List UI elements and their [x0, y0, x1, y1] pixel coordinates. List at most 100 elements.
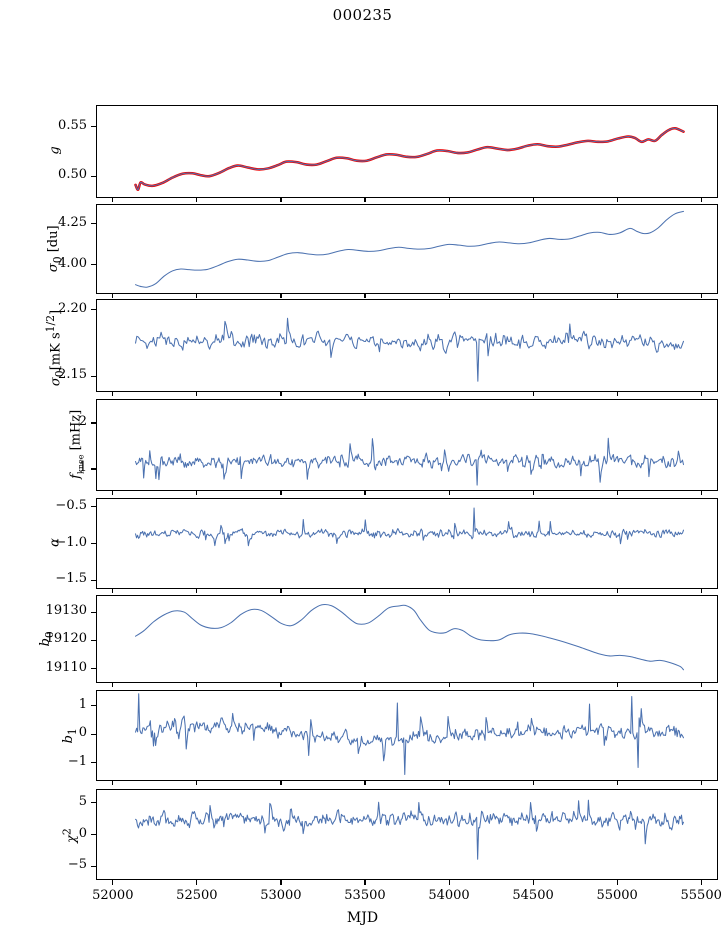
y-axis-label: σ0[mK s1/2] [15, 309, 95, 385]
y-tick-mark [91, 733, 96, 735]
y-tick-mark [91, 834, 96, 836]
x-tick-mark [196, 198, 198, 202]
plot-panel-sigma0_du [96, 204, 718, 294]
y-axis-label-text: α [47, 537, 63, 547]
y-tick-mark [91, 309, 96, 311]
y-axis-label: χ2 [30, 826, 110, 845]
x-tick-mark [616, 392, 618, 396]
x-tick-mark [700, 294, 702, 298]
y-tick-mark [91, 579, 96, 581]
y-axis-label-text: σ0 [du] [45, 225, 64, 273]
x-tick-mark [196, 880, 198, 885]
y-tick-label: 19130 [45, 603, 87, 619]
x-tick-mark [448, 781, 450, 785]
y-axis-label: b1 [30, 727, 110, 745]
y-tick-mark [91, 175, 96, 177]
y-axis-label-text: g [47, 145, 63, 155]
y-tick-label: 0 [78, 825, 87, 841]
y-axis-label: b0 [7, 630, 87, 648]
x-tick-label: 54000 [428, 888, 470, 903]
x-tick-mark [112, 198, 114, 202]
x-tick-mark [112, 294, 114, 298]
y-tick-mark [91, 422, 96, 424]
y-tick-label: 0.55 [58, 117, 87, 133]
y-axis-label-text: fknee [mHz] [69, 409, 86, 479]
y-tick-mark [91, 223, 96, 225]
y-tick-mark [91, 126, 96, 128]
y-tick-label: −5 [67, 857, 87, 873]
series-chi2 [135, 799, 685, 860]
x-tick-label: 52500 [176, 888, 218, 903]
y-tick-mark [91, 705, 96, 707]
y-tick-label: 19110 [45, 659, 87, 675]
y-axis-label: fknee [mHz] [37, 410, 117, 479]
series-f_knee [135, 437, 685, 486]
x-tick-label: 53000 [260, 888, 302, 903]
y-tick-label: −1 [67, 753, 87, 769]
x-tick-mark [112, 880, 114, 885]
y-tick-mark [91, 375, 96, 377]
y-tick-mark [91, 802, 96, 804]
x-tick-mark [532, 589, 534, 593]
x-tick-mark [532, 683, 534, 687]
x-tick-mark [280, 781, 282, 785]
y-tick-mark [91, 543, 96, 545]
x-tick-mark [448, 491, 450, 495]
y-tick-mark [91, 264, 96, 266]
x-tick-mark [280, 589, 282, 593]
series-sigma0_mKs [135, 317, 685, 382]
x-tick-mark [616, 294, 618, 298]
y-axis-label-text: χ2 [60, 827, 80, 843]
x-tick-mark [448, 294, 450, 298]
y-tick-mark [91, 506, 96, 508]
x-tick-label: 55500 [680, 888, 722, 903]
y-tick-mark [91, 639, 96, 641]
y-tick-label: 4.25 [58, 214, 87, 230]
x-tick-mark [616, 781, 618, 785]
y-tick-label: 2.20 [58, 300, 87, 316]
x-tick-mark [700, 683, 702, 687]
x-tick-mark [280, 198, 282, 202]
y-tick-label: 5 [78, 793, 87, 809]
x-tick-mark [364, 294, 366, 298]
x-tick-label: 54500 [512, 888, 554, 903]
x-tick-mark [196, 589, 198, 593]
x-tick-mark [532, 491, 534, 495]
x-tick-mark [700, 198, 702, 202]
y-tick-mark [91, 865, 96, 867]
y-tick-label: 0 [78, 725, 87, 741]
y-axis-label: α [15, 535, 95, 550]
x-tick-mark [112, 683, 114, 687]
x-tick-mark [700, 392, 702, 396]
series-b0 [135, 603, 685, 671]
x-tick-mark [700, 781, 702, 785]
y-tick-mark [91, 468, 96, 470]
series-model [135, 127, 685, 191]
x-tick-mark [448, 683, 450, 687]
x-tick-mark [700, 880, 702, 885]
x-tick-mark [700, 491, 702, 495]
x-tick-mark [112, 392, 114, 396]
x-tick-label: 53500 [344, 888, 386, 903]
x-tick-mark [616, 683, 618, 687]
x-tick-mark [364, 198, 366, 202]
x-tick-mark [448, 392, 450, 396]
plot-panel-b0 [96, 595, 718, 683]
y-tick-label: 1 [78, 459, 87, 475]
x-tick-mark [280, 880, 282, 885]
x-tick-mark [196, 392, 198, 396]
y-tick-mark [91, 668, 96, 670]
y-tick-label: −1.0 [55, 534, 87, 550]
x-tick-label: 52000 [92, 888, 134, 903]
y-axis-label-text: b0 [38, 631, 56, 647]
y-tick-label: −0.5 [55, 497, 87, 513]
x-tick-mark [364, 683, 366, 687]
x-tick-mark [616, 589, 618, 593]
x-tick-mark [364, 392, 366, 396]
x-tick-mark [364, 589, 366, 593]
figure-title: 000235 [332, 6, 393, 24]
x-axis-label: MJD [346, 910, 379, 926]
y-axis-label-text: σ0[mK s1/2] [43, 309, 66, 386]
x-tick-mark [280, 491, 282, 495]
